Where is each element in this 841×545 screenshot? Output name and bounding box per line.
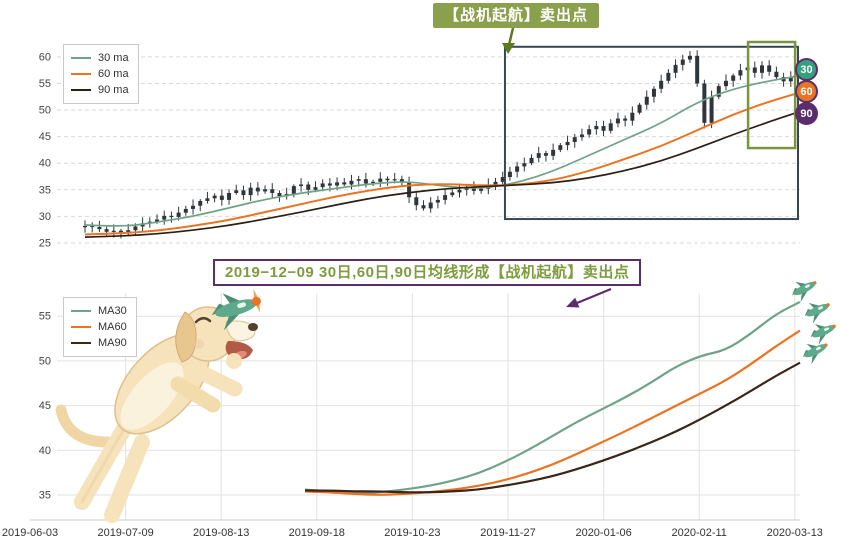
svg-text:2019-06-03: 2019-06-03 bbox=[2, 527, 58, 539]
badge-ma90: 90 bbox=[795, 102, 818, 125]
svg-text:50: 50 bbox=[39, 355, 51, 367]
svg-text:2020-01-06: 2020-01-06 bbox=[575, 527, 631, 539]
purple-down-left-arrow-icon bbox=[566, 297, 580, 308]
legend-item-30ma: 30 ma bbox=[71, 50, 129, 66]
legend-swatch-30ma bbox=[71, 56, 91, 60]
legend-label-30ma: 30 ma bbox=[98, 52, 129, 64]
x-axis-labels: 2019-06-03 2019-07-09 2019-08-13 2019-09-18… bbox=[2, 527, 823, 539]
bottom-chart-ma-lines bbox=[304, 300, 801, 496]
svg-text:25: 25 bbox=[39, 237, 51, 249]
sell-zone-box bbox=[503, 45, 799, 221]
svg-text:55: 55 bbox=[39, 78, 51, 90]
legend-item-60ma: 60 ma bbox=[71, 66, 129, 82]
svg-text:40: 40 bbox=[39, 158, 51, 170]
top-chart-grid: 25 30 35 40 45 50 55 60 bbox=[39, 51, 800, 249]
sell-point-callout: 【战机起航】卖出点 bbox=[433, 3, 600, 28]
dog-illustration bbox=[55, 306, 258, 523]
legend-label-ma90: MA90 bbox=[98, 337, 127, 349]
ma-sell-signal-callout: 2019−12−09 30日,60日,90日均线形成【战机起航】卖出点 bbox=[213, 259, 642, 286]
badge-ma30: 30 bbox=[795, 58, 818, 81]
svg-text:60: 60 bbox=[39, 51, 51, 63]
callout-arrows bbox=[502, 27, 612, 308]
svg-text:40: 40 bbox=[39, 445, 51, 457]
legend-swatch-ma30 bbox=[71, 309, 91, 313]
top-chart-ma-lines bbox=[84, 75, 799, 238]
svg-text:2019-11-27: 2019-11-27 bbox=[480, 527, 535, 539]
svg-text:55: 55 bbox=[39, 311, 51, 323]
bottom-chart-grid: 35 40 45 50 55 bbox=[30, 293, 800, 521]
svg-text:45: 45 bbox=[39, 400, 51, 412]
top-chart-candles bbox=[83, 50, 800, 239]
svg-text:35: 35 bbox=[39, 489, 51, 501]
svg-text:35: 35 bbox=[39, 184, 51, 196]
green-down-arrow-icon bbox=[502, 43, 515, 54]
legend-swatch-60ma bbox=[71, 72, 91, 76]
legend-item-ma90: MA90 bbox=[71, 335, 127, 351]
svg-text:2019-09-18: 2019-09-18 bbox=[289, 527, 345, 539]
legend-item-90ma: 90 ma bbox=[71, 82, 129, 98]
legend-label-ma30: MA30 bbox=[98, 305, 127, 317]
dog-body-group bbox=[55, 306, 258, 523]
legend-label-90ma: 90 ma bbox=[98, 84, 129, 96]
svg-text:30: 30 bbox=[39, 211, 51, 223]
legend-item-ma30: MA30 bbox=[71, 303, 127, 319]
svg-text:45: 45 bbox=[39, 131, 51, 143]
svg-text:2019-10-23: 2019-10-23 bbox=[384, 527, 440, 539]
svg-text:2020-03-13: 2020-03-13 bbox=[767, 527, 823, 539]
legend-item-ma60: MA60 bbox=[71, 319, 127, 335]
svg-text:2019-07-09: 2019-07-09 bbox=[97, 527, 153, 539]
svg-text:2020-02-11: 2020-02-11 bbox=[671, 527, 726, 539]
legend-label-60ma: 60 ma bbox=[98, 68, 129, 80]
legend-swatch-ma90 bbox=[71, 341, 91, 345]
bottom-chart-legend: MA30 MA60 MA90 bbox=[63, 297, 137, 357]
svg-text:50: 50 bbox=[39, 105, 51, 117]
svg-text:2019-08-13: 2019-08-13 bbox=[193, 527, 249, 539]
legend-swatch-ma60 bbox=[71, 325, 91, 329]
legend-swatch-90ma bbox=[71, 88, 91, 92]
legend-label-ma60: MA60 bbox=[98, 321, 127, 333]
top-chart-legend: 30 ma 60 ma 90 ma bbox=[63, 44, 139, 104]
badge-ma60: 60 bbox=[795, 80, 818, 103]
